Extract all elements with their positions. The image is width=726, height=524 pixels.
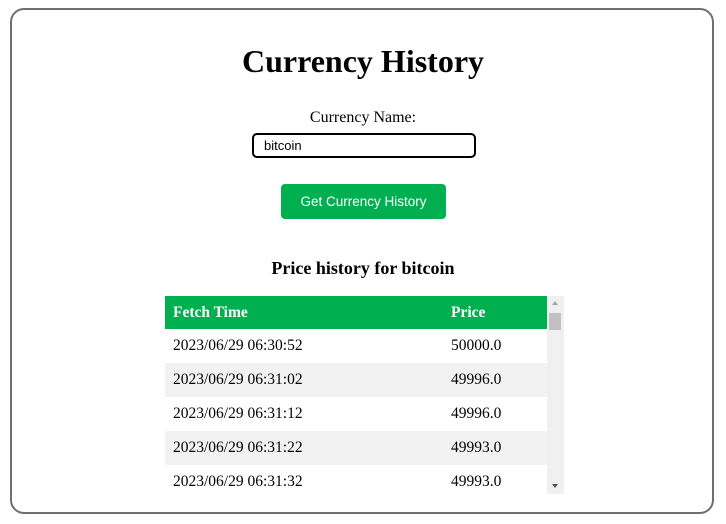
- currency-name-label: Currency Name:: [309, 109, 417, 126]
- table-row: 2023/06/29 06:31:02 49996.0: [165, 363, 547, 397]
- fetch-time-cell: 2023/06/29 06:31:32: [173, 473, 303, 490]
- column-header-price: Price: [443, 296, 547, 329]
- scroll-up-arrow-icon[interactable]: [552, 301, 558, 305]
- fetch-time-cell: 2023/06/29 06:30:52: [173, 337, 303, 354]
- table-header-row: Fetch Time Price: [165, 296, 547, 329]
- table-scrollbar[interactable]: [547, 296, 564, 494]
- main-card: [10, 8, 714, 514]
- fetch-time-cell: 2023/06/29 06:31:22: [165, 431, 443, 465]
- price-cell: 49993.0: [443, 431, 547, 465]
- scrollbar-thumb[interactable]: [549, 313, 561, 330]
- price-history-heading: Price history for bitcoin: [271, 258, 455, 278]
- currency-name-input[interactable]: [252, 133, 476, 158]
- price-cell: 49996.0: [443, 363, 547, 397]
- table-row: 2023/06/29 06:30:52 50000.0: [165, 329, 547, 363]
- get-currency-history-button[interactable]: Get Currency History: [281, 184, 446, 219]
- page-title: Currency History: [241, 43, 485, 79]
- price-history-table: Fetch Time Price 2023/06/29 06:30:52 500…: [165, 296, 547, 494]
- fetch-time-cell: 2023/06/29 06:31:12: [173, 405, 303, 422]
- price-cell: 49996.0: [451, 405, 502, 422]
- scroll-down-arrow-icon[interactable]: [552, 484, 558, 488]
- price-cell: 49993.0: [451, 473, 502, 490]
- price-cell: 50000.0: [451, 337, 502, 354]
- price-history-table-container[interactable]: Fetch Time Price 2023/06/29 06:30:52 500…: [165, 296, 564, 494]
- table-row: 2023/06/29 06:31:22 49993.0: [165, 431, 547, 465]
- table-row: 2023/06/29 06:31:12 49996.0: [165, 397, 547, 431]
- column-header-fetch-time: Fetch Time: [165, 296, 443, 329]
- table-row: 2023/06/29 06:31:32 49993.0: [165, 465, 547, 494]
- fetch-time-cell: 2023/06/29 06:31:02: [165, 363, 443, 397]
